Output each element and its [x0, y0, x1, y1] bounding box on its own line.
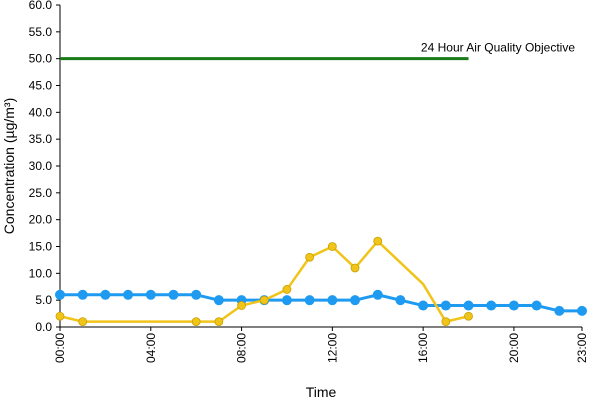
x-tick-label: 08:00: [235, 333, 249, 363]
y-tick-label: 25.0: [29, 186, 53, 200]
y-tick-label: 55.0: [29, 25, 53, 39]
series-1-point: [123, 289, 134, 300]
y-tick-label: 50.0: [29, 52, 53, 66]
series-2-point: [78, 317, 88, 327]
reference-line-group: 24 Hour Air Quality Objective: [60, 41, 575, 61]
series-2-point: [350, 263, 360, 273]
series-1-point: [372, 289, 383, 300]
series-2-point: [464, 311, 473, 321]
series-2-point: [441, 317, 451, 327]
series-1-point: [463, 300, 474, 311]
y-tick-label: 45.0: [29, 79, 53, 93]
series-2-line: [59, 239, 469, 323]
series-1-point: [577, 305, 587, 316]
series-1-line: [60, 293, 582, 313]
series-1-point: [77, 289, 88, 300]
x-axis-title: Time: [306, 384, 337, 400]
series-1-point: [145, 289, 156, 300]
y-tick-label: 20.0: [29, 213, 53, 227]
series-2-point: [373, 236, 383, 246]
series-2-point: [327, 242, 337, 251]
series-1-point: [508, 300, 519, 311]
series-group: [55, 236, 587, 327]
x-tick-label: 12:00: [325, 333, 339, 363]
x-tick-label: 16:00: [416, 333, 430, 363]
series-1-point: [554, 305, 565, 316]
y-tick-label: 5.0: [35, 293, 52, 307]
y-tick-label: 40.0: [29, 105, 53, 119]
series-1-point: [531, 300, 542, 311]
series-2-point: [305, 252, 315, 262]
x-tick-label: 23:00: [575, 333, 589, 363]
series-1-point: [55, 289, 65, 300]
series-1-point: [100, 289, 111, 300]
series-1-point: [486, 300, 497, 311]
series-2-point: [55, 311, 65, 321]
series-2-point: [259, 295, 269, 305]
series-1-point: [350, 295, 361, 306]
series-1-point: [418, 300, 429, 311]
y-tick-label: 30.0: [29, 159, 53, 173]
x-tick-label: 20:00: [507, 333, 521, 363]
series-2-point: [237, 301, 246, 310]
y-tick-label: 35.0: [29, 132, 53, 146]
y-axis-ticks: 0.0 5.0 10.0 15.0 20.0 25.0 30.0 35.0 40.0 45.0 50…: [29, 0, 60, 334]
y-tick-label: 15.0: [29, 240, 53, 254]
x-axis-ticks: 00:00 04:00 08:00 12:00 16:00 20:00 23:00: [53, 327, 589, 363]
series-2-point: [214, 317, 224, 327]
series-1-point: [281, 295, 292, 306]
y-tick-label: 60.0: [29, 0, 53, 12]
y-tick-label: 10.0: [29, 266, 53, 280]
series-1-point: [304, 295, 315, 306]
y-axis-title: Concentration (µg/m³): [1, 98, 17, 234]
series-1-point: [168, 289, 179, 300]
series-1-point: [213, 295, 224, 306]
series-1-point: [440, 300, 451, 311]
reference-line-label: 24 Hour Air Quality Objective: [421, 41, 575, 55]
x-tick-label: 00:00: [53, 333, 67, 363]
x-tick-label: 04:00: [144, 333, 158, 363]
series-2-point: [282, 285, 292, 294]
series-1-point: [191, 289, 202, 300]
series-1-point: [395, 295, 406, 306]
series-1-point: [327, 295, 338, 306]
y-tick-label: 0.0: [35, 320, 52, 334]
series-2-point: [191, 317, 201, 327]
